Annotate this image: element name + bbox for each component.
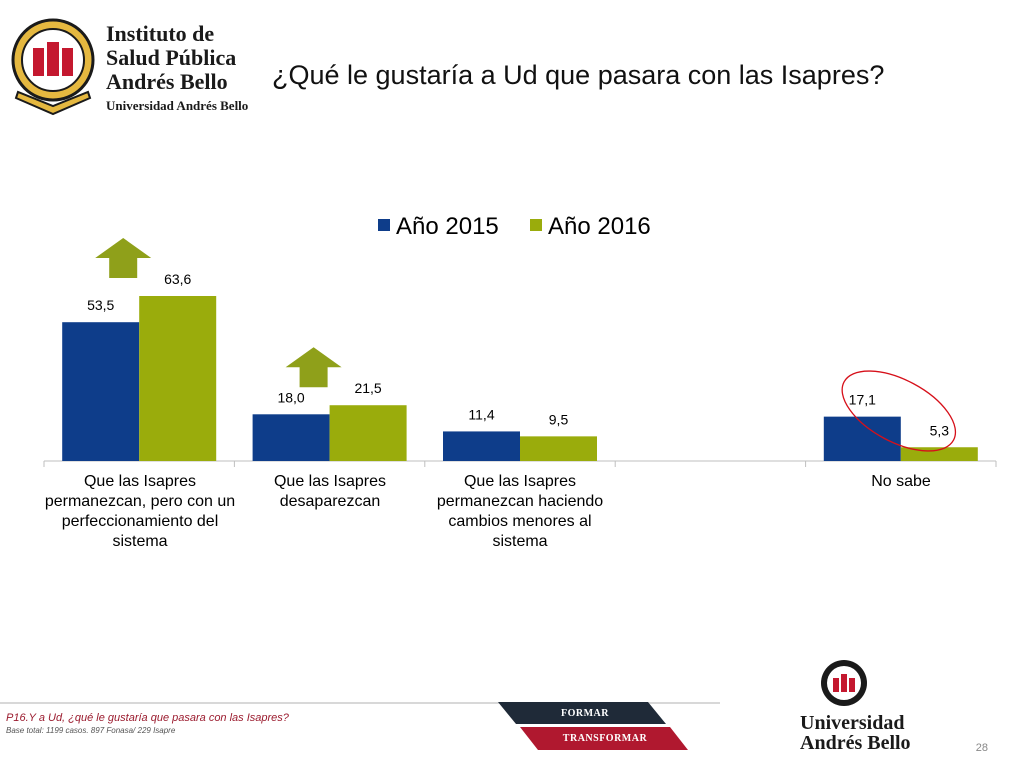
legend-swatch [378,219,390,231]
highlight-ellipse [841,370,957,452]
footer-base: Base total: 1199 casos. 897 Fonasa/ 229 … [6,726,176,735]
university-logo-emblem [821,660,867,706]
up-arrow-icon [95,238,152,278]
category-label-4: No sabe [871,473,931,490]
bar-chart: 53,5 18,0 11,4 17,1 63,6 21,5 9,5 5,3 Año 2015 Añ… [43,213,997,467]
footer-question: P16.Y a Ud, ¿qué le gustaría que pasara … [6,712,289,724]
data-label: 5,3 [930,422,950,438]
logo-line-1: Instituto de [106,21,215,46]
legend-label: Año 2016 [548,213,651,240]
institute-logo-emblem [11,18,95,116]
data-label: 11,4 [468,406,494,422]
data-label: 53,5 [87,297,114,313]
data-label: 63,6 [164,271,191,287]
university-logo-text: Universidad Andrés Bello [800,713,911,753]
page-number: 28 [975,742,988,754]
data-label: 9,5 [549,411,569,427]
data-label: 18,0 [277,389,304,405]
bar [329,405,407,461]
band-transformar: TRANSFORMAR [562,733,648,744]
footer-divider [0,702,720,704]
legend-label: Año 2015 [396,213,499,240]
category-label-1: Que las Isapres desaparezcan [273,473,387,510]
category-label-2: Que las Isapres permanezcan haciendo cam… [436,473,604,550]
bar [520,436,597,461]
university-line-1: Universidad [800,712,905,734]
footer-bands [498,702,688,750]
logo-line-2: Salud Pública [106,45,237,70]
up-arrow-icon [285,347,342,388]
bar [443,431,520,461]
bar [252,414,330,461]
bar [139,296,217,461]
logo-line-3: Andrés Bello [106,69,228,94]
band-formar: FORMAR [561,707,609,719]
logo-line-4: Universidad Andrés Bello [106,98,249,113]
institute-logo-text: Instituto de Salud Pública Andrés Bello … [106,22,248,116]
bar [62,322,140,461]
university-line-2: Andrés Bello [800,732,911,754]
category-label-0: Que las Isapres permanezcan, pero con un… [44,473,236,550]
data-label: 21,5 [354,380,381,396]
slide-title: ¿Qué le gustaría a Ud que pasara con las… [272,60,885,90]
legend-swatch [530,219,542,231]
data-label: 17,1 [849,392,876,408]
